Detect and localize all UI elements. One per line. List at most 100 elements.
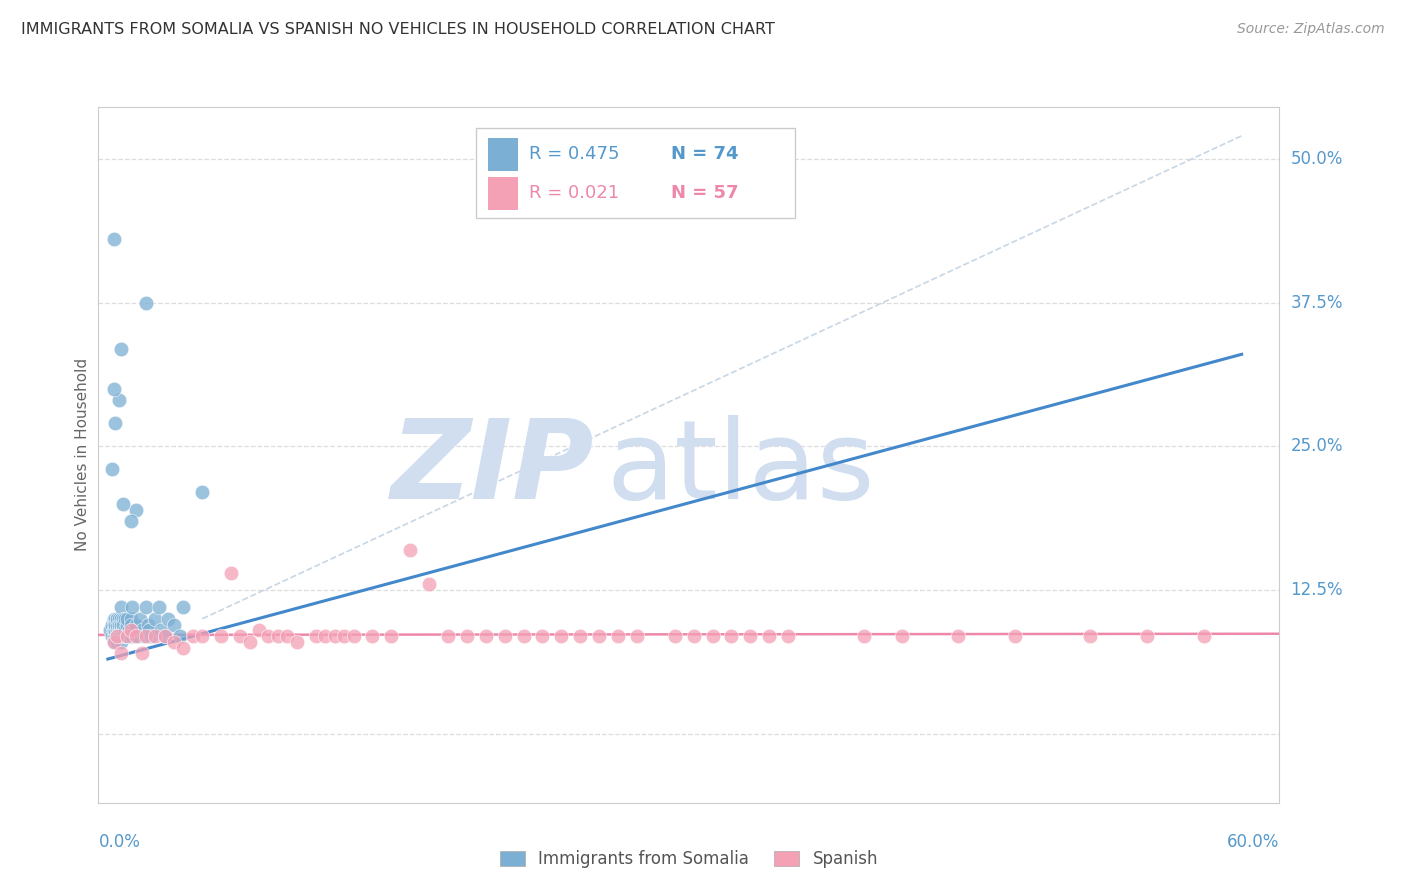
Bar <box>488 177 517 210</box>
Point <box>758 629 780 643</box>
Point <box>342 629 364 643</box>
Point <box>138 624 160 638</box>
Point <box>191 485 214 500</box>
Point <box>111 617 134 632</box>
Point <box>169 629 191 643</box>
Point <box>219 566 242 580</box>
Point <box>494 629 516 643</box>
Point <box>132 629 155 643</box>
Point <box>124 624 146 638</box>
Point <box>114 612 136 626</box>
Point <box>105 617 128 632</box>
Point <box>110 342 132 356</box>
Point <box>105 629 128 643</box>
Point <box>607 629 630 643</box>
Text: 25.0%: 25.0% <box>1291 437 1343 455</box>
Point <box>127 629 149 643</box>
Point <box>103 624 125 638</box>
Point <box>172 640 194 655</box>
Point <box>108 393 131 408</box>
Point <box>163 617 186 632</box>
Point <box>361 629 384 643</box>
Point <box>135 600 157 615</box>
Point <box>110 617 132 632</box>
Point <box>626 629 648 643</box>
Point <box>702 629 724 643</box>
Point <box>108 612 131 626</box>
Point <box>105 624 128 638</box>
Point <box>948 629 970 643</box>
Point <box>131 646 153 660</box>
Point <box>100 462 122 476</box>
Point <box>115 617 138 632</box>
Point <box>333 629 356 643</box>
Point <box>121 629 143 643</box>
Point <box>111 497 134 511</box>
Point <box>118 624 141 638</box>
Point <box>267 629 290 643</box>
Point <box>380 629 402 643</box>
Point <box>229 629 252 643</box>
Point <box>257 629 280 643</box>
Point <box>399 542 422 557</box>
Point <box>143 612 166 626</box>
Point <box>104 635 127 649</box>
Point <box>1080 629 1102 643</box>
Point <box>100 617 122 632</box>
Point <box>135 295 157 310</box>
Point <box>114 624 136 638</box>
Point <box>323 629 346 643</box>
Point <box>163 635 186 649</box>
Point <box>588 629 610 643</box>
Text: N = 57: N = 57 <box>671 185 738 202</box>
Point <box>172 600 194 615</box>
Point <box>105 612 128 626</box>
Point <box>118 629 141 643</box>
Point <box>136 617 159 632</box>
Point <box>149 624 172 638</box>
Point <box>437 629 460 643</box>
Point <box>121 600 143 615</box>
Point <box>778 629 800 643</box>
Point <box>1136 629 1159 643</box>
Point <box>569 629 592 643</box>
Point <box>314 629 336 643</box>
Text: 0.0%: 0.0% <box>98 833 141 851</box>
Point <box>104 612 127 626</box>
Point <box>125 502 148 516</box>
Point <box>111 629 134 643</box>
Point <box>103 617 125 632</box>
Point <box>111 612 134 626</box>
Point <box>181 629 204 643</box>
Text: R = 0.021: R = 0.021 <box>530 185 620 202</box>
Text: 37.5%: 37.5% <box>1291 293 1343 311</box>
Point <box>456 629 478 643</box>
FancyBboxPatch shape <box>477 128 796 219</box>
Text: N = 74: N = 74 <box>671 145 738 163</box>
Point <box>108 624 131 638</box>
Point <box>120 617 142 632</box>
Point <box>105 629 128 643</box>
Point <box>103 382 125 396</box>
Point <box>103 635 125 649</box>
Point <box>105 612 128 626</box>
Point <box>664 629 686 643</box>
Text: Source: ZipAtlas.com: Source: ZipAtlas.com <box>1237 22 1385 37</box>
Point <box>852 629 875 643</box>
Point <box>276 629 298 643</box>
Point <box>239 635 262 649</box>
Point <box>131 624 153 638</box>
Point <box>103 635 125 649</box>
Point <box>110 600 132 615</box>
Point <box>103 232 125 246</box>
Point <box>108 617 131 632</box>
Text: 50.0%: 50.0% <box>1291 150 1343 168</box>
Point <box>531 629 554 643</box>
Point <box>209 629 232 643</box>
Point <box>115 629 138 643</box>
Point <box>120 514 142 528</box>
Point <box>418 577 440 591</box>
Point <box>104 617 127 632</box>
Point <box>720 629 742 643</box>
Point <box>740 629 762 643</box>
